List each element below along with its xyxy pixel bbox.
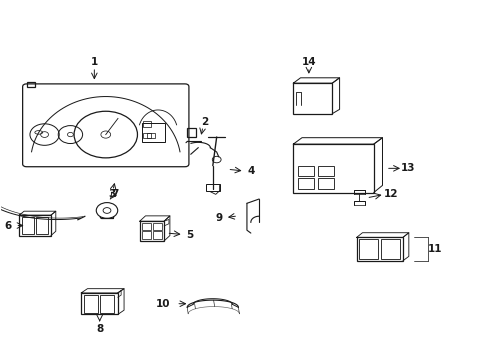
Bar — [187, 128, 196, 137]
Text: 2: 2 — [201, 117, 208, 127]
Text: 3: 3 — [108, 189, 115, 199]
Bar — [317, 178, 333, 189]
Bar — [143, 121, 151, 127]
Text: 11: 11 — [427, 244, 441, 254]
Text: 1: 1 — [91, 57, 98, 67]
Bar — [142, 122, 165, 142]
Bar — [380, 239, 399, 259]
Text: 13: 13 — [400, 163, 414, 174]
Text: 4: 4 — [246, 166, 254, 176]
Text: 14: 14 — [301, 57, 316, 67]
Bar — [356, 237, 402, 261]
Bar — [298, 178, 314, 189]
Bar — [140, 221, 163, 241]
Text: 8: 8 — [96, 324, 103, 334]
Bar — [147, 133, 155, 138]
Bar — [358, 239, 377, 259]
Bar — [298, 166, 314, 176]
Bar — [36, 217, 47, 234]
Text: 5: 5 — [186, 230, 193, 239]
Bar — [205, 184, 219, 192]
Text: 9: 9 — [215, 213, 222, 222]
Bar — [153, 231, 161, 239]
Bar — [83, 295, 98, 313]
Bar — [293, 83, 331, 114]
Bar — [19, 215, 51, 235]
Bar — [81, 293, 118, 315]
Bar — [100, 295, 114, 313]
Text: 10: 10 — [155, 299, 169, 309]
Bar — [142, 223, 151, 230]
Bar — [153, 223, 161, 230]
Bar — [21, 217, 34, 234]
Bar — [26, 82, 35, 87]
Text: 7: 7 — [111, 189, 118, 199]
Bar — [143, 133, 151, 138]
Text: 6: 6 — [5, 221, 12, 230]
Bar — [317, 166, 333, 176]
Bar — [293, 144, 373, 193]
Text: 12: 12 — [383, 189, 397, 199]
Bar — [142, 231, 151, 239]
